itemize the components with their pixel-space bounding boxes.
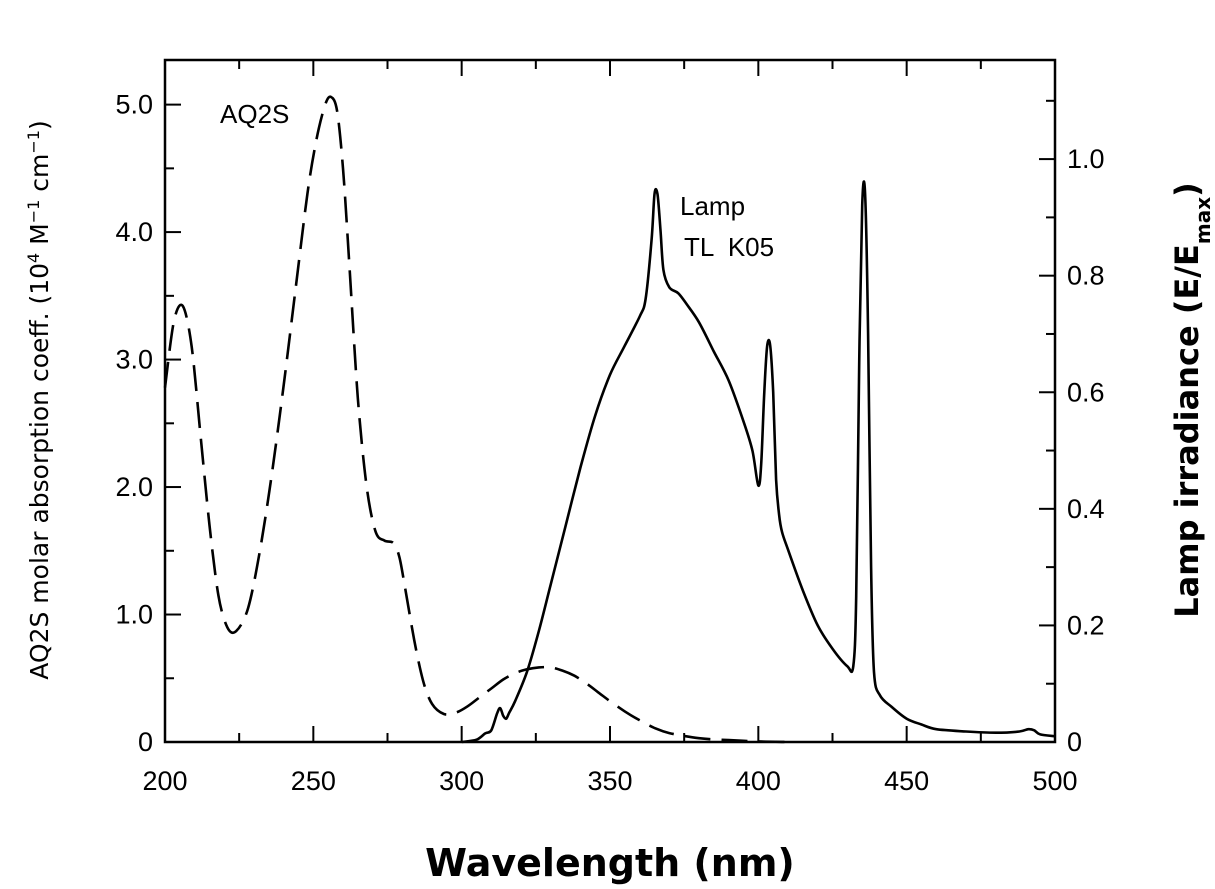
y-left-tick-label: 4.0 (115, 217, 153, 247)
series-line-aq2s (163, 95, 789, 744)
annotation-lamp-model: TL K05 (684, 232, 774, 262)
x-tick-label: 350 (587, 766, 632, 796)
y-left-tick-label: 0 (138, 727, 153, 757)
series-layer (163, 95, 1056, 744)
x-tick-label: 200 (142, 766, 187, 796)
series-line-lamp (461, 180, 1056, 744)
x-tick-label: 450 (884, 766, 929, 796)
tick-labels: 200 250 300 350 400 450 500 0 1.0 2.0 3.0 4.0 5.0 0 0.… (115, 90, 1104, 796)
annotation-lamp: Lamp (680, 191, 745, 221)
y-right-tick-label: 0.2 (1067, 610, 1105, 640)
plot-frame (163, 58, 1057, 744)
y-left-tick-label: 5.0 (115, 90, 153, 120)
y-axis-right-title: Lamp irradiance (E/Emax) (1168, 182, 1215, 617)
y-right-tick-label: 1.0 (1067, 144, 1105, 174)
y-right-tick-label: 0.4 (1067, 494, 1105, 524)
y-right-tick-label: 0 (1067, 727, 1082, 757)
y-right-tick-label: 0.6 (1067, 377, 1105, 407)
y-axis-left-title: AQ2S molar absorption coeff. (104 M−1 cm… (24, 120, 55, 680)
y-left-tick-label: 1.0 (115, 600, 153, 630)
x-tick-label: 300 (439, 766, 484, 796)
x-tick-label: 250 (291, 766, 336, 796)
x-tick-label: 400 (736, 766, 781, 796)
axis-ticks (164, 60, 1056, 743)
y-right-tick-label: 0.8 (1067, 261, 1105, 291)
y-left-tick-label: 2.0 (115, 472, 153, 502)
annotation-aq2s: AQ2S (220, 99, 289, 129)
x-tick-label: 500 (1032, 766, 1077, 796)
x-axis-title: Wavelength (nm) (425, 841, 795, 885)
y-left-tick-label: 3.0 (115, 345, 153, 375)
